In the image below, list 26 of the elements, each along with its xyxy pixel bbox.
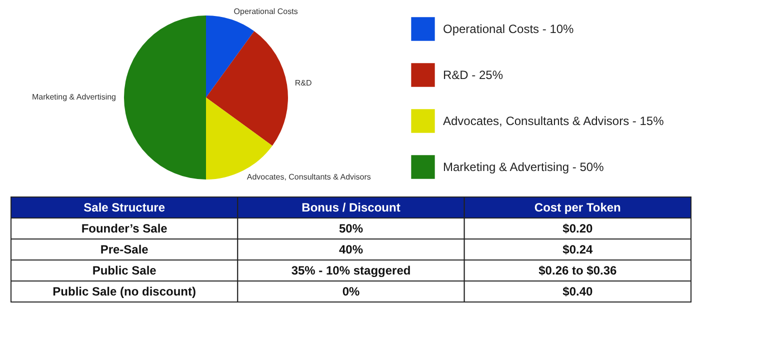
text: 50% [338, 222, 364, 236]
text: Sale Structure [84, 200, 166, 214]
text: Advocates, Consultants & Advisors [246, 172, 371, 182]
legend-label: Advocates, Consultants & Advisors - 15% [443, 114, 664, 128]
legend-label: Marketing & Advertising - 50% [443, 160, 604, 174]
pie-slice [206, 31, 288, 146]
category-label: Cost per Token [534, 200, 621, 214]
text: Operational Costs [234, 6, 298, 16]
pie-slice [206, 16, 254, 98]
text: Marketing & Advertising [32, 92, 116, 102]
text: $0.20 [562, 222, 593, 236]
text: $0.24 [562, 242, 593, 256]
legend-label: R&D - 25% [443, 68, 504, 82]
category-label: Public Sale (no discount) [52, 284, 196, 298]
text: 35% - 10% staggered [291, 264, 411, 278]
legend-label: Operational Costs - 10% [443, 22, 574, 36]
pie-slice [124, 16, 206, 180]
category-label: Bonus / Discount [302, 200, 400, 214]
text: 40% [338, 242, 364, 256]
text: $0.40 [562, 284, 593, 298]
category-label: Pre-Sale [100, 242, 148, 256]
text: R&D [294, 78, 312, 88]
category-label: Founder’s Sale [81, 222, 168, 236]
text: $0.26 to $0.36 [538, 264, 617, 278]
category-label: Public Sale [92, 264, 156, 278]
text: 0% [342, 284, 360, 298]
